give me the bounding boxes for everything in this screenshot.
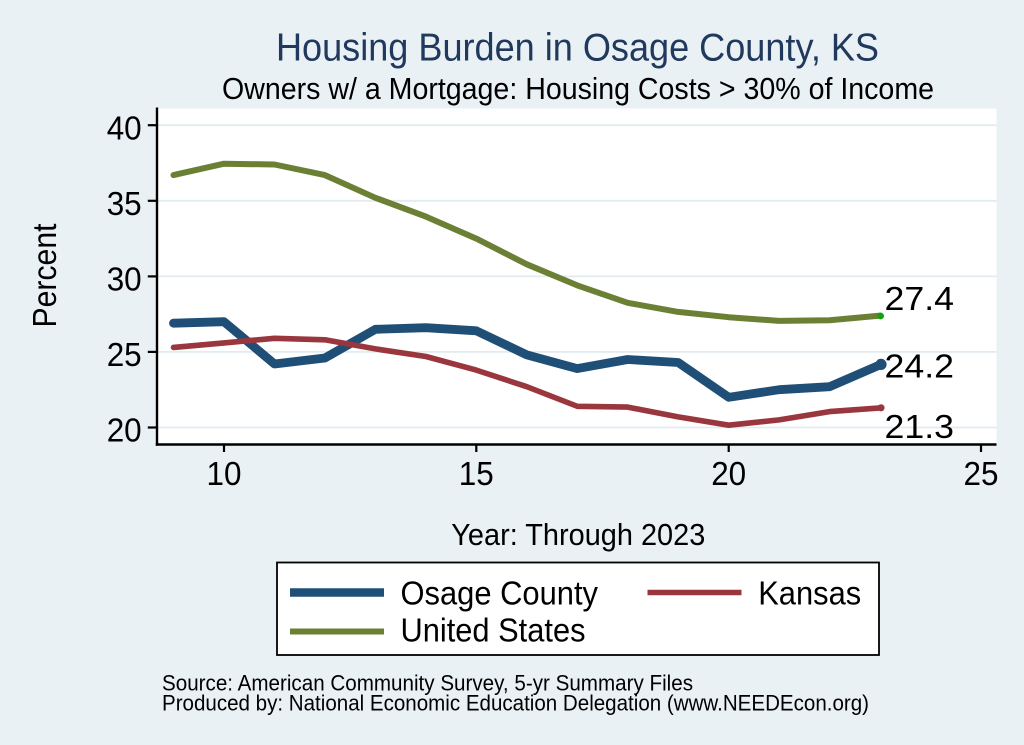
svg-text:10: 10 (207, 456, 242, 493)
svg-text:27.4: 27.4 (885, 280, 955, 317)
svg-text:Kansas: Kansas (758, 575, 861, 612)
svg-text:Osage County: Osage County (401, 575, 599, 612)
svg-text:30: 30 (107, 262, 142, 299)
svg-text:25: 25 (107, 337, 142, 374)
svg-text:20: 20 (107, 413, 142, 450)
svg-text:35: 35 (107, 186, 142, 223)
svg-text:Housing Burden in Osage County: Housing Burden in Osage County, KS (276, 27, 879, 70)
svg-text:Year: Through 2023: Year: Through 2023 (451, 518, 705, 552)
svg-text:Source: American Community Sur: Source: American Community Survey, 5-yr … (162, 671, 693, 696)
svg-text:Produced by: National Economic: Produced by: National Economic Education… (162, 691, 869, 716)
svg-text:15: 15 (459, 456, 494, 493)
svg-text:Owners w/ a Mortgage: Housing: Owners w/ a Mortgage: Housing Costs > 30… (222, 72, 934, 106)
svg-text:24.2: 24.2 (885, 348, 955, 385)
svg-text:40: 40 (107, 110, 142, 147)
svg-text:25: 25 (964, 456, 999, 493)
svg-text:Percent: Percent (26, 224, 63, 328)
svg-text:21.3: 21.3 (885, 408, 955, 445)
svg-text:20: 20 (711, 456, 746, 493)
svg-text:United States: United States (401, 612, 586, 649)
